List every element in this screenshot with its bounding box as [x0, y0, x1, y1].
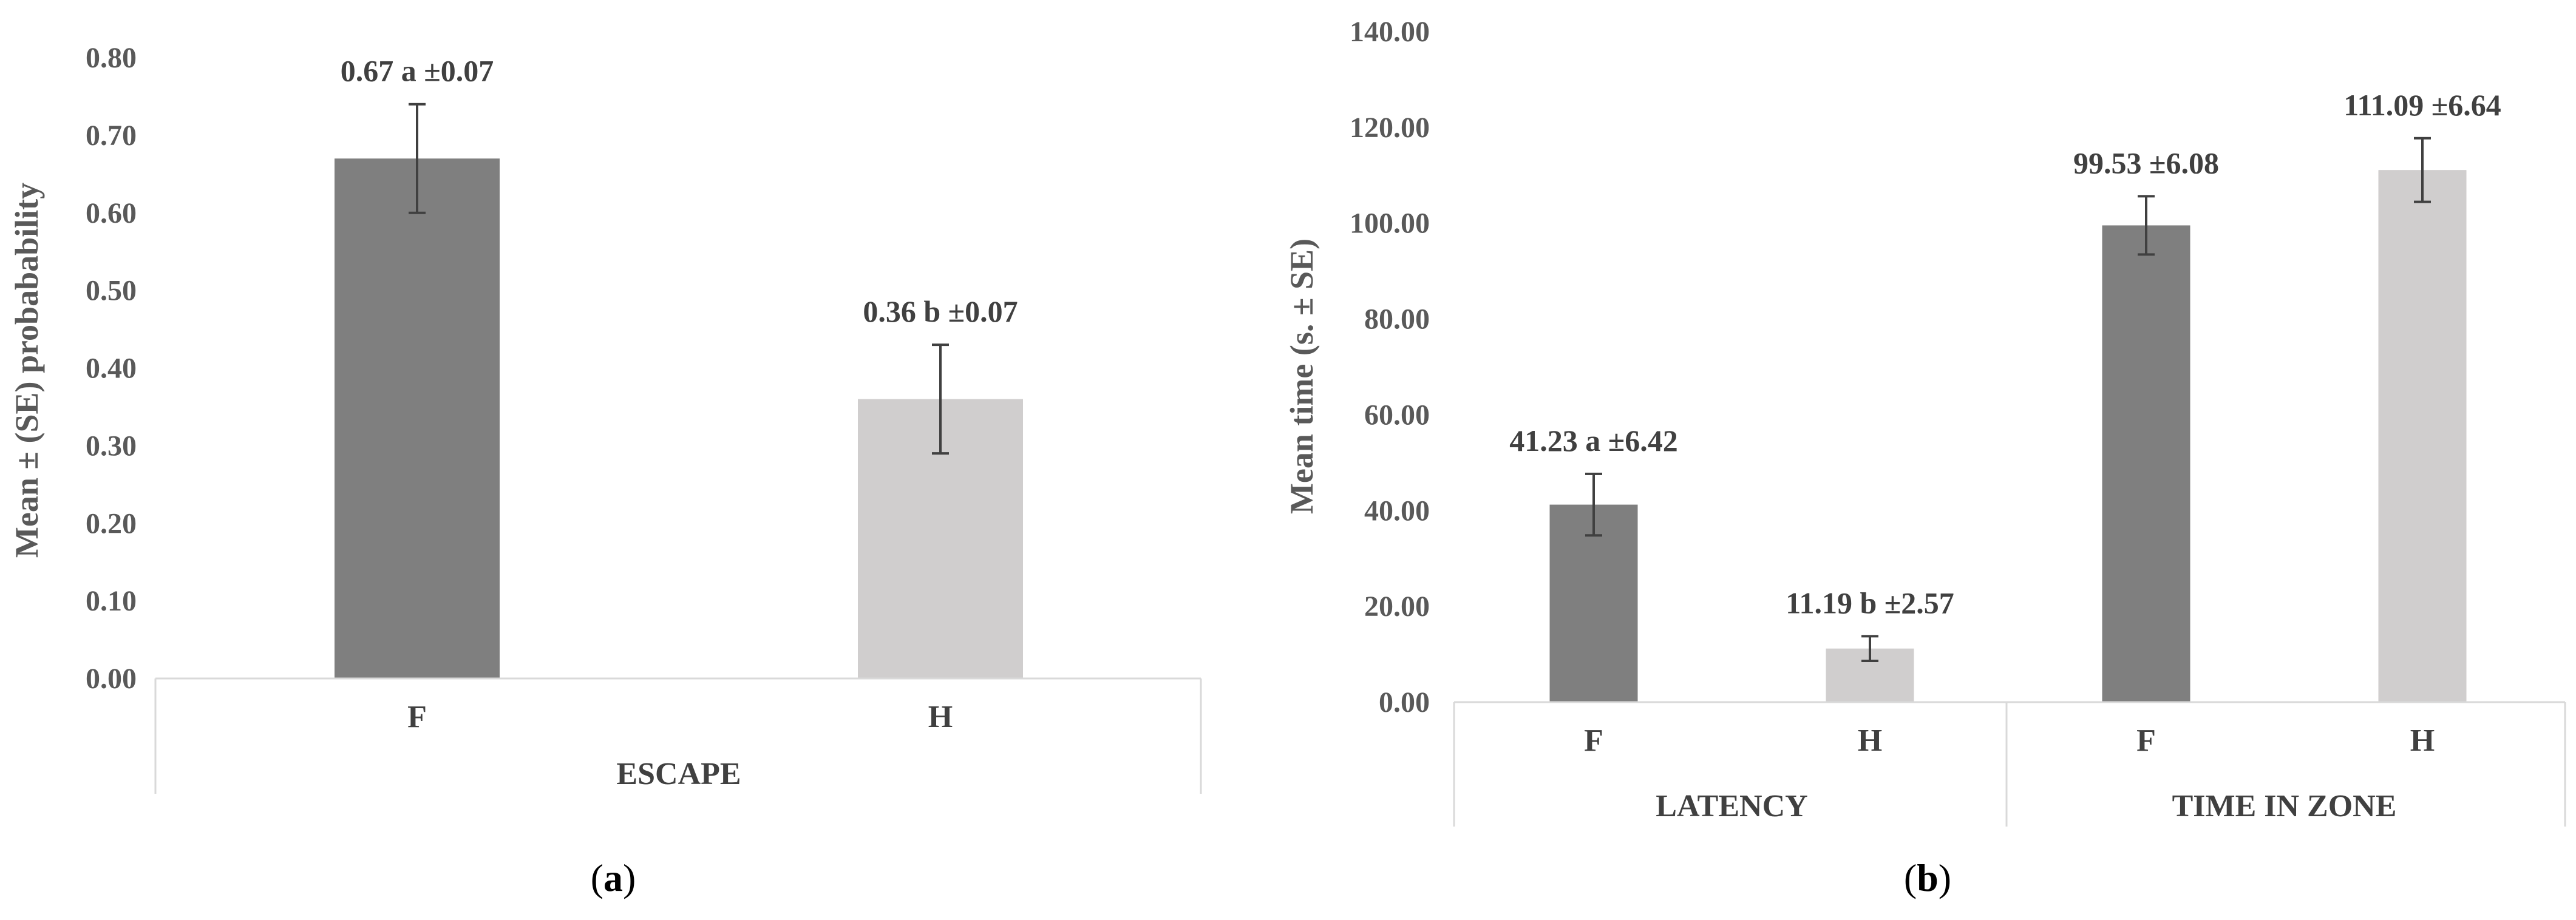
chart-b-y-tick-label: 20.00 — [1364, 590, 1430, 623]
chart-b-y-tick-label: 40.00 — [1364, 495, 1430, 527]
chart-a-data-label: 0.67 a ±0.07 — [341, 54, 494, 88]
chart-a-bars: 0.67 a ±0.07 0.36 b ±0.07 — [335, 54, 1023, 678]
chart-b-data-label: 99.53 ±6.08 — [2073, 146, 2219, 180]
chart-a-y-tick-label: 0.20 — [86, 507, 137, 539]
chart-b-bar-time-in-zone-f — [2102, 225, 2190, 702]
chart-a-error-bar — [932, 343, 949, 455]
chart-b: Mean time (s. ± SE) 0.00 20.00 40.00 60.00 8… — [1283, 16, 2566, 899]
chart-b-bar-latency-f — [1549, 504, 1638, 702]
chart-b-y-tick-label: 60.00 — [1364, 399, 1430, 431]
chart-a-panel-label: (a) — [591, 856, 636, 899]
chart-a-y-ticks: 0.00 0.10 0.20 0.30 0.40 0.50 0.60 0.70 0.80 — [86, 42, 137, 695]
chart-b-x-axis: F H F H LATENCY TIME IN ZONE — [1453, 701, 2566, 827]
chart-a-group-label: ESCAPE — [616, 757, 741, 791]
chart-b-x-tick-label: H — [2410, 723, 2435, 758]
chart-a-y-tick-label: 0.30 — [86, 430, 137, 462]
chart-b-y-tick-label: 80.00 — [1364, 303, 1430, 336]
chart-b-x-tick-label: H — [1858, 723, 1882, 758]
chart-b-panel-label: (b) — [1904, 856, 1951, 899]
chart-b-error-bar — [2414, 137, 2431, 203]
chart-a-error-bar — [409, 103, 426, 214]
chart-b-data-label: 11.19 b ±2.57 — [1786, 586, 1954, 620]
chart-b-error-bar — [1585, 472, 1602, 537]
chart-b-panel-letter: b — [1917, 856, 1939, 899]
chart-b-x-tick-label: F — [2136, 723, 2156, 758]
chart-a: Mean ± (SE) probabability 0.000.100.200.… — [8, 42, 1202, 899]
chart-b-y-tick-label: 0.00 — [1379, 686, 1430, 719]
chart-b-y-tick-label: 100.00 — [1350, 208, 1430, 240]
chart-b-data-label: 41.23 a ±6.42 — [1509, 424, 1677, 458]
chart-b-y-tick-label: 140.00 — [1350, 16, 1430, 48]
chart-a-x-axis: F H ESCAPE — [154, 677, 1202, 794]
chart-b-data-label: 111.09 ±6.64 — [2343, 88, 2501, 122]
chart-a-y-tick-label: 0.40 — [86, 353, 137, 385]
chart-a-y-axis-title: Mean ± (SE) probabability — [8, 183, 45, 558]
chart-b-y-axis-title: Mean time (s. ± SE) — [1283, 238, 1320, 514]
chart-a-y-tick-label: 0.10 — [86, 585, 137, 617]
chart-a-bar-escape-f — [335, 158, 500, 678]
chart-a-y-tick-label: 0.80 — [86, 42, 137, 74]
chart-b-group-label: LATENCY — [1656, 789, 1807, 824]
chart-b-error-bar — [1861, 635, 1878, 662]
chart-b-group-label: TIME IN ZONE — [2172, 789, 2397, 824]
chart-a-y-tick-label: 0.60 — [86, 197, 137, 229]
chart-a-y-tick-label: 0.00 — [86, 663, 137, 695]
chart-b-error-bar — [2138, 195, 2155, 256]
chart-a-panel-letter: a — [603, 856, 623, 899]
chart-b-y-ticks: 0.00 20.00 40.00 60.00 80.00 100.00 120.00 140.… — [1350, 16, 1430, 719]
chart-b-x-tick-label: F — [1584, 723, 1603, 758]
chart-a-data-label: 0.36 b ±0.07 — [863, 294, 1018, 328]
chart-a-y-tick-label: 0.50 — [86, 275, 137, 307]
chart-a-x-tick-label: F — [407, 700, 427, 734]
chart-b-y-tick-label: 120.00 — [1350, 112, 1430, 144]
chart-b-bars: 41.23 a ±6.42 11.19 b ±2.57 99.53 ±6.08 111… — [1509, 88, 2501, 702]
chart-a-y-tick-label: 0.70 — [86, 120, 137, 152]
chart-a-x-tick-label: H — [928, 700, 953, 734]
chart-b-bar-time-in-zone-h — [2378, 170, 2467, 702]
